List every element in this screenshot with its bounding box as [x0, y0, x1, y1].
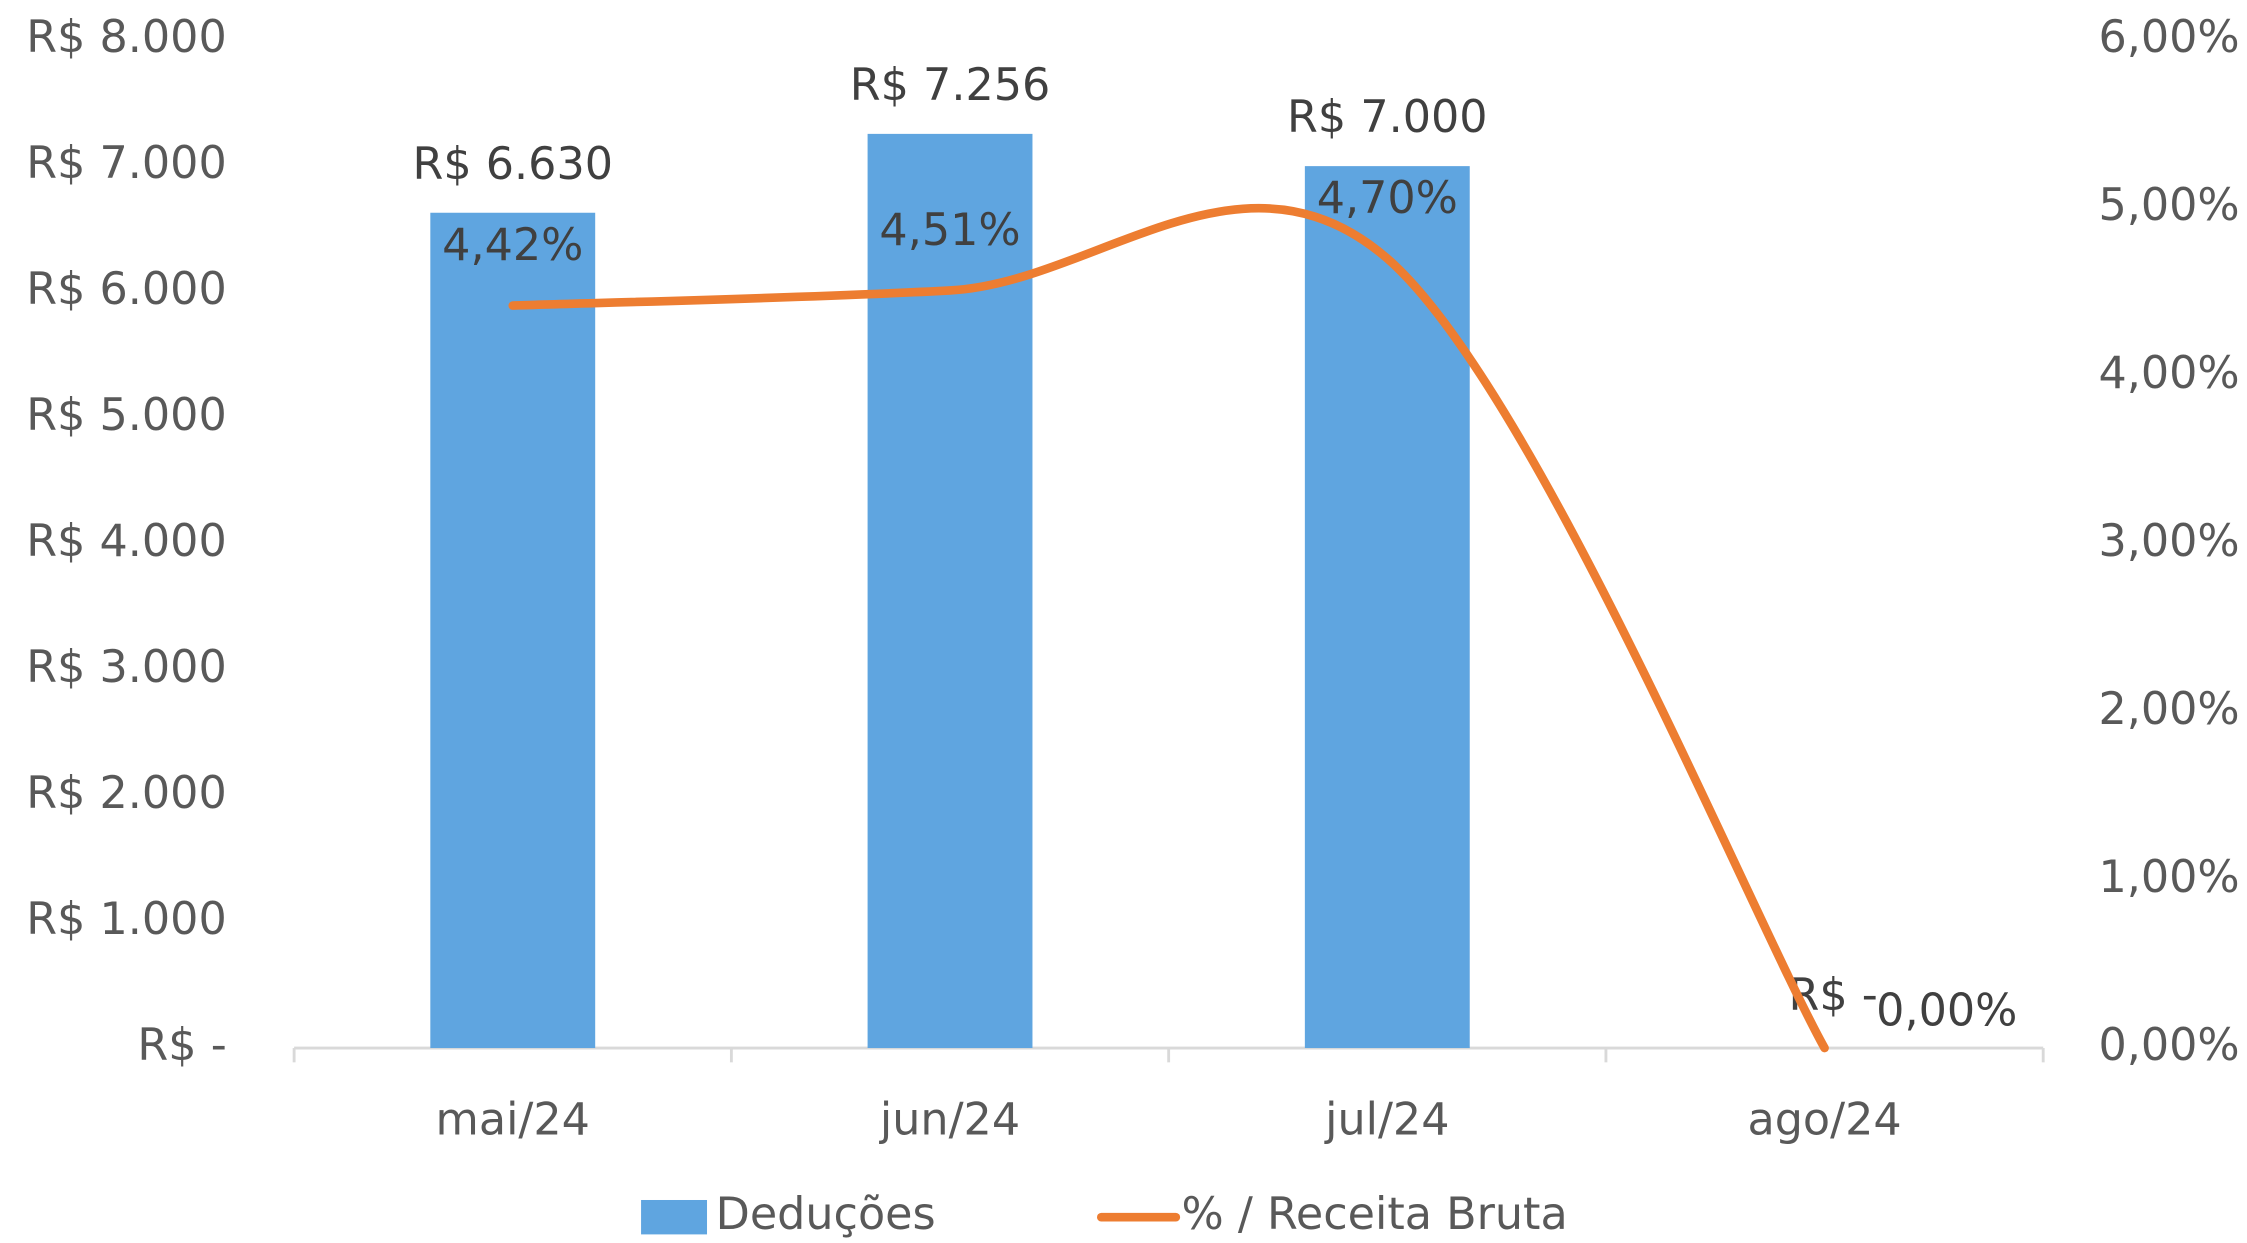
- y2-tick-label: 2,00%: [2098, 684, 2239, 735]
- y-tick-label: R$ 5.000: [26, 390, 227, 441]
- x-tick-label: mai/24: [436, 1095, 590, 1146]
- y-tick-label: R$ 6.000: [26, 264, 227, 315]
- bar: [430, 212, 596, 1049]
- y2-tick-label: 1,00%: [2098, 852, 2239, 903]
- line-value-label: 4,42%: [442, 220, 583, 271]
- y-tick-label: R$ -: [137, 1020, 226, 1071]
- x-tick-label: jul/24: [1324, 1095, 1449, 1146]
- bar-value-label: R$ 6.630: [413, 139, 613, 190]
- y2-tick-label: 4,00%: [2098, 348, 2239, 399]
- x-tick-label: jun/24: [879, 1095, 1020, 1146]
- y2-tick-label: 5,00%: [2098, 180, 2239, 231]
- legend-swatch: [641, 1199, 708, 1235]
- bar-value-label: R$ 7.000: [1287, 92, 1488, 143]
- line-value-label: 4,51%: [879, 205, 1020, 256]
- y-tick-label: R$ 8.000: [26, 12, 227, 63]
- x-tick-label: ago/24: [1747, 1095, 1901, 1146]
- line-value-label: 0,00%: [1876, 986, 2017, 1037]
- line: [508, 203, 1829, 1053]
- y-tick-label: R$ 4.000: [26, 516, 227, 567]
- y-tick-label: R$ 1.000: [26, 894, 227, 945]
- bar-value-label: R$ 7.256: [850, 60, 1051, 111]
- y-tick-label: R$ 3.000: [26, 642, 227, 693]
- legend-label: % / Receita Bruta: [1182, 1189, 1568, 1240]
- y2-tick-label: 3,00%: [2098, 516, 2239, 567]
- y-tick-label: R$ 2.000: [26, 768, 227, 819]
- y2-tick-label: 6,00%: [2098, 12, 2239, 63]
- y2-tick-label: 0,00%: [2098, 1020, 2239, 1071]
- bar: [867, 133, 1033, 1049]
- legend-label: Deduções: [716, 1189, 936, 1240]
- bar: [1304, 166, 1470, 1049]
- line-value-label: 4,70%: [1317, 173, 1458, 224]
- y-tick-label: R$ 7.000: [26, 138, 227, 189]
